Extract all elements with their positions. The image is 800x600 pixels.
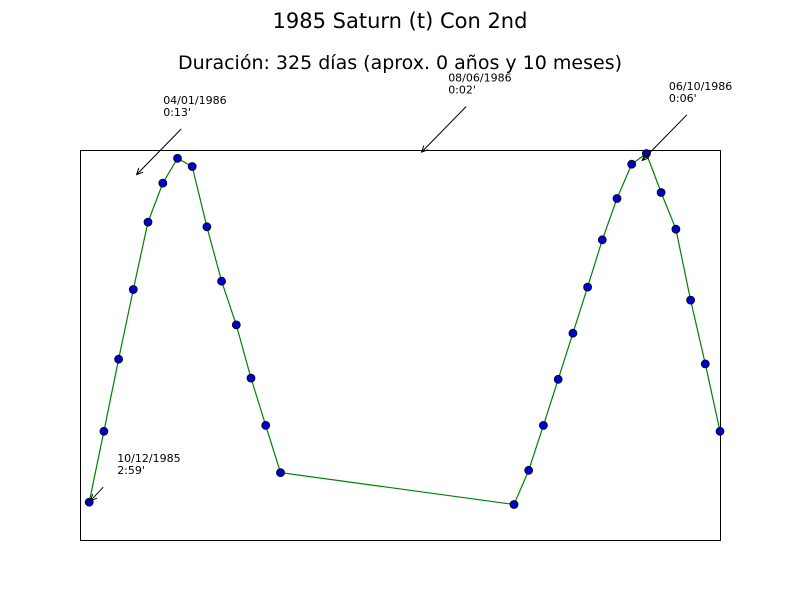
annotation-date-label: 08/06/1986 <box>448 72 511 85</box>
data-point-21 <box>612 194 622 203</box>
annotation-date-label: 06/10/1986 <box>669 80 732 93</box>
data-point-18 <box>568 328 578 338</box>
series-line-0 <box>88 152 721 506</box>
data-point-20 <box>597 235 607 245</box>
data-point-9 <box>217 276 227 286</box>
data-point-7 <box>187 162 197 171</box>
data-point-8 <box>202 222 212 232</box>
annotation-date-label: 04/01/1986 <box>163 94 226 107</box>
annotation-arrow-line <box>421 106 467 153</box>
data-point-28 <box>715 426 725 436</box>
annotation-value-label: 0:13' <box>163 106 191 119</box>
annotation-arrow-head <box>420 145 429 153</box>
plot-area <box>80 150 721 541</box>
data-point-6 <box>173 153 182 163</box>
data-point-19 <box>583 282 592 292</box>
data-point-11 <box>246 373 256 383</box>
data-point-14 <box>509 500 519 509</box>
annotation-value-label: 2:59' <box>117 464 145 477</box>
annotation-arrow-head <box>89 493 98 502</box>
data-point-4 <box>143 217 153 227</box>
data-point-5 <box>158 178 168 188</box>
data-point-25 <box>671 224 681 234</box>
annotation-arrow-line <box>90 486 104 502</box>
data-point-10 <box>231 320 241 330</box>
data-point-2 <box>114 354 123 364</box>
annotation-value-label: 0:06' <box>669 92 697 105</box>
chart-subtitle: Duración: 325 días (aprox. 0 años y 10 m… <box>178 52 622 74</box>
annotation-arrow-head <box>135 167 144 176</box>
annotation-arrow-head <box>641 153 650 162</box>
data-point-16 <box>539 420 548 430</box>
data-point-3 <box>128 285 138 294</box>
data-point-27 <box>700 359 710 369</box>
data-point-1 <box>99 426 109 436</box>
data-point-26 <box>686 295 695 305</box>
series-layer <box>84 149 725 509</box>
data-point-22 <box>627 159 637 169</box>
data-point-13 <box>276 468 285 478</box>
data-point-17 <box>553 374 563 384</box>
annotation-arrow-line <box>136 128 182 175</box>
annotation-date-label: 10/12/1985 <box>117 452 180 465</box>
data-point-24 <box>656 188 666 197</box>
annotation-arrow-line <box>641 114 688 161</box>
annotation-value-label: 0:02' <box>448 84 476 97</box>
data-point-12 <box>261 420 271 430</box>
chart-title: 1985 Saturn (t) Con 2nd <box>273 9 528 33</box>
data-point-15 <box>524 465 534 475</box>
